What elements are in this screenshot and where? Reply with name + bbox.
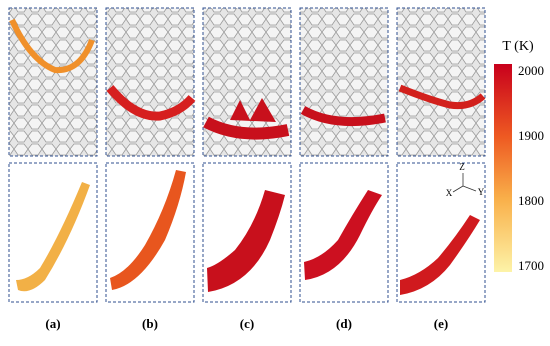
colorbar-tick-label: 2000 — [518, 63, 544, 78]
melt-band — [9, 18, 95, 74]
panel-labels: (a) (b) (c) (d) (e) — [45, 316, 448, 331]
triad-label: Y — [478, 187, 485, 197]
colorbar-gradient — [494, 64, 512, 272]
colorbar: T (K) 1700 1800 1900 2000 — [494, 39, 544, 273]
melt-pool — [207, 190, 285, 292]
colorbar-title: T (K) — [502, 39, 534, 54]
melt-band — [106, 85, 196, 121]
panel-top — [396, 7, 486, 157]
bottom-panels: Z X Y — [8, 162, 486, 303]
melt-pool — [110, 170, 186, 290]
colorbar-tick-label: 1900 — [518, 128, 544, 143]
panel-label: (d) — [336, 316, 352, 331]
triad-label: Z — [459, 162, 465, 172]
panel-top — [105, 7, 195, 157]
triad-label: X — [446, 188, 453, 198]
top-panels — [8, 7, 486, 157]
colorbar-tick-label: 1800 — [518, 193, 544, 208]
panel-label: (e) — [434, 316, 448, 331]
axes-triad — [452, 173, 477, 193]
melt-band — [203, 116, 290, 140]
colorbar-tick-label: 1700 — [518, 258, 544, 273]
panel-top — [8, 7, 98, 157]
panel-label: (a) — [45, 316, 60, 331]
melt-band — [230, 98, 276, 122]
melt-pool — [304, 190, 382, 280]
panel-top — [299, 7, 389, 157]
melt-pool — [16, 182, 90, 292]
melt-pool — [400, 215, 480, 295]
panel-label: (b) — [142, 316, 158, 331]
melt-band — [300, 106, 386, 127]
panel-label: (c) — [240, 316, 254, 331]
melt-band — [398, 84, 486, 110]
